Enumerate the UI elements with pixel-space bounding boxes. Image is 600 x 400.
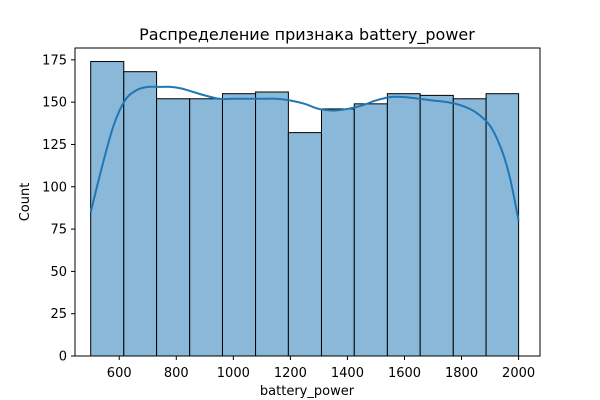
histogram-bar <box>90 61 125 357</box>
histogram-bar <box>221 93 257 357</box>
y-tick-label: 100 <box>42 180 67 195</box>
histogram-bar <box>419 94 454 357</box>
y-axis-label: Count <box>18 183 33 222</box>
histogram-bars <box>90 61 520 357</box>
histogram-bar <box>156 98 191 357</box>
x-axis-label: battery_power <box>260 384 355 399</box>
histogram-bar <box>320 108 355 357</box>
histogram-bar <box>123 71 158 357</box>
histogram-bar <box>189 98 223 357</box>
histogram-bar <box>386 93 421 357</box>
y-tick-label: 25 <box>50 307 67 322</box>
x-tick-label: 2000 <box>502 366 535 381</box>
chart-title: Распределение признака battery_power <box>139 25 475 45</box>
plot-frame <box>74 47 541 357</box>
y-tick-label: 175 <box>42 53 67 68</box>
y-tick-label: 150 <box>42 96 67 111</box>
y-tick-label: 125 <box>42 138 67 153</box>
x-tick-label: 1200 <box>274 366 307 381</box>
x-tick-label: 800 <box>164 366 189 381</box>
y-tick-label: 50 <box>50 265 67 280</box>
x-tick-label: 1000 <box>217 366 250 381</box>
histogram-bar <box>255 91 289 357</box>
x-axis: 600 800 1000 1200 1400 1600 1800 2000 <box>107 356 535 381</box>
x-tick-label: 1600 <box>388 366 421 381</box>
x-tick-label: 600 <box>107 366 132 381</box>
y-axis: 0 25 50 75 100 125 150 175 <box>42 53 75 365</box>
y-tick-label: 0 <box>59 350 67 365</box>
y-tick-label: 75 <box>50 223 67 238</box>
x-tick-label: 1800 <box>445 366 478 381</box>
histogram-bar <box>485 93 520 357</box>
histogram-bar <box>353 103 388 357</box>
histogram-bar <box>452 98 487 357</box>
kde-curve <box>89 85 520 221</box>
x-tick-label: 1400 <box>331 366 364 381</box>
histogram-bar <box>287 132 322 357</box>
